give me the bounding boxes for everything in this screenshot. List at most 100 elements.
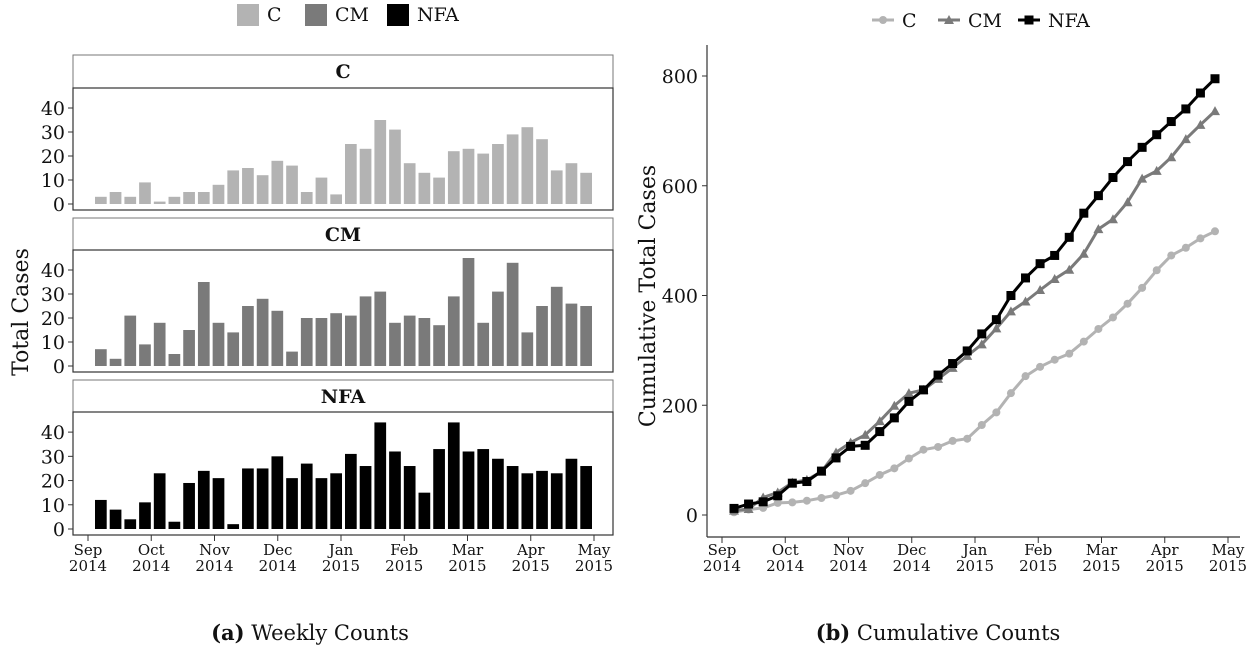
bar-nfa-19 [374,422,387,529]
caption-b: (b) Cumulative Counts [625,620,1251,645]
bar-c-23 [433,177,445,204]
xtick-label-b-3: Dec 2014 [893,541,931,575]
point-nfa-14 [933,370,943,380]
xtick-label-a-1: Oct 2014 [132,541,170,575]
xtick-label-b-0: Sep 2014 [703,541,741,575]
xtick-label-b-6: Mar 2015 [1082,541,1120,575]
point-nfa-17 [977,329,987,339]
point-cm-9 [860,429,871,439]
point-c-26 [1108,313,1117,322]
bar-cm-30 [536,306,548,366]
point-nfa-21 [1035,259,1045,269]
ytick-label-c-40: 40 [41,98,65,120]
xtick-label-b-7: Apr 2015 [1146,541,1184,575]
bar-c-25 [462,148,475,204]
point-c-21 [1036,362,1045,371]
point-nfa-12 [904,396,914,406]
xtick-label-b-2: Nov 2014 [829,541,867,575]
legend-b-marker-c [879,16,887,24]
ytick-label-b-400: 400 [662,286,698,308]
xtick-label-b-5: Feb 2015 [1019,541,1057,575]
point-c-20 [1021,372,1030,381]
bar-c-4 [153,201,166,204]
bar-nfa-15 [315,478,328,529]
caption-b-label: (b) [815,620,851,645]
bar-cm-23 [433,325,445,366]
bar-cm-2 [124,315,137,366]
bar-nfa-28 [506,466,519,529]
xtick-label-b-4: Jan 2015 [956,541,994,575]
point-c-23 [1065,349,1074,358]
bar-cm-8 [212,322,225,366]
bar-cm-6 [183,330,195,366]
ytick-label-nfa-30: 30 [41,446,65,468]
bar-c-19 [374,120,387,204]
ylabel-b: Cumulative Total Cases [636,165,661,427]
strip-nfa [72,379,614,413]
bar-nfa-27 [492,458,504,529]
ytick-label-c-10: 10 [41,170,65,192]
strip-c [72,54,614,89]
bar-nfa-24 [447,422,460,529]
point-nfa-1 [744,499,754,509]
bar-c-22 [418,172,431,204]
bar-cm-1 [109,358,122,366]
point-c-27 [1123,299,1132,308]
point-c-8 [846,486,855,495]
bar-c-32 [565,163,578,204]
point-cm-23 [1064,264,1075,274]
bar-cm-26 [477,322,490,366]
point-cm-20 [1020,296,1031,306]
bar-nfa-25 [462,451,475,529]
bar-cm-13 [286,351,298,366]
bar-c-17 [345,144,357,204]
legend-b-marker-nfa [1024,15,1034,25]
point-nfa-30 [1166,117,1176,127]
point-cm-31 [1180,134,1191,144]
point-c-10 [875,470,884,479]
point-nfa-20 [1021,273,1031,283]
point-nfa-29 [1152,130,1162,140]
point-nfa-33 [1210,74,1220,84]
point-c-15 [948,436,957,445]
strip-label-c: C [335,61,350,83]
point-c-22 [1050,355,1059,364]
bar-c-28 [506,134,519,204]
ytick-label-c-20: 20 [41,146,65,168]
ytick-label-nfa-40: 40 [41,422,65,444]
bar-cm-0 [95,349,107,366]
xtick-label-a-7: Apr 2015 [512,541,550,575]
point-nfa-22 [1050,250,1060,260]
bar-c-15 [315,177,328,204]
bar-c-31 [550,170,563,204]
point-cm-27 [1122,197,1133,207]
bar-c-26 [477,153,490,204]
caption-b-text: Cumulative Counts [850,621,1061,645]
point-nfa-13 [918,385,928,395]
xtick-label-a-5: Feb 2015 [385,541,423,575]
point-c-30 [1167,251,1176,260]
legend-a-label-c: C [267,4,282,26]
point-cm-24 [1078,248,1089,258]
bar-cm-16 [330,313,342,366]
bar-nfa-10 [242,468,254,529]
point-nfa-26 [1108,173,1118,183]
legend-a-key-nfa [387,4,409,26]
bar-c-3 [139,182,151,204]
bar-cm-11 [256,298,269,366]
series-line-cm [733,110,1217,513]
point-cm-33 [1210,106,1220,116]
bar-cm-12 [271,310,284,366]
bar-c-29 [521,127,534,204]
point-nfa-9 [860,440,870,450]
bar-c-2 [124,196,137,204]
point-nfa-6 [816,466,826,476]
bar-nfa-5 [168,521,181,529]
bar-cm-29 [521,332,534,366]
point-c-25 [1094,324,1103,333]
point-nfa-16 [962,346,972,356]
point-nfa-2 [758,497,768,507]
bar-c-13 [286,165,298,204]
legend-b-marker-cm [944,15,954,24]
